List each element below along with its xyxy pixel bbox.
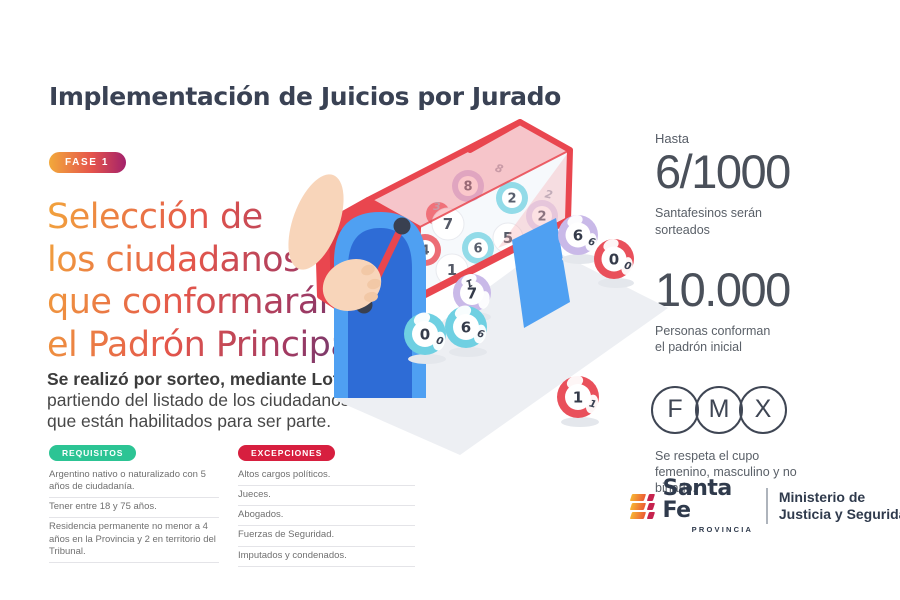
svg-text:6: 6 [587, 236, 597, 248]
svg-text:6: 6 [461, 319, 471, 337]
svg-text:1: 1 [464, 276, 474, 289]
ministry-name: Ministerio de Justicia y Seguridad [778, 489, 900, 522]
list-item: Argentino nativo o naturalizado con 5 añ… [49, 466, 219, 499]
stat-kicker: Hasta [655, 131, 689, 146]
list-item: Abogados. [238, 506, 415, 527]
cupo-circle-x: X [739, 385, 787, 434]
lottery-ball: 2 [496, 182, 528, 214]
svg-text:2: 2 [507, 192, 516, 207]
svg-text:0: 0 [435, 335, 445, 347]
stat-value: 10.000 [655, 262, 791, 316]
svg-text:0: 0 [420, 326, 430, 344]
lottery-drum-illustration: 8 2 2 7 4 [288, 119, 668, 455]
lottery-ball: 0 0 [594, 238, 634, 288]
lottery-ball: 6 6 [558, 214, 598, 264]
cupo-circles: F M X [651, 385, 825, 434]
requisitos-badge: REQUISITOS [49, 445, 137, 461]
stat-sorteados: Hasta 6/1000 Santafesinos serán sorteado… [655, 131, 825, 238]
svg-text:0: 0 [623, 260, 633, 272]
list-item: Imputados y condenados. [238, 547, 415, 567]
list-item: Jueces. [238, 486, 415, 507]
brand-subtitle: PROVINCIA [691, 525, 754, 534]
intro-line: que están habilitados para ser parte. [47, 411, 332, 431]
stat-caption: Personas conforman el padrón inicial [655, 324, 771, 355]
svg-text:2: 2 [537, 210, 546, 225]
hand [288, 174, 382, 311]
loose-balls: 6 6 0 0 7 1 [404, 214, 634, 427]
stat-caption: Santafesinos serán sorteados [655, 206, 763, 237]
page-title: Implementación de Juicios por Jurado [49, 82, 561, 111]
svg-text:6: 6 [573, 227, 583, 245]
lottery-ball: 6 6 [445, 305, 487, 357]
lottery-ball: 0 0 [404, 312, 446, 364]
cupo-circle-m: M [695, 385, 743, 434]
footer-brand: Santa Fe PROVINCIA Ministerio de Justici… [629, 476, 900, 535]
svg-text:7: 7 [467, 285, 477, 303]
brand-block: Santa Fe PROVINCIA [662, 476, 754, 535]
drum-shadow [335, 246, 668, 455]
phase-badge: FASE 1 [49, 152, 127, 173]
svg-text:7: 7 [443, 215, 453, 233]
svg-text:0: 0 [609, 251, 619, 269]
svg-text:6: 6 [473, 242, 482, 257]
svg-text:6: 6 [476, 328, 486, 340]
crank-hand [288, 174, 411, 314]
lottery-ball: 6 [462, 232, 494, 264]
svg-text:1: 1 [573, 389, 583, 407]
cupo-caption: Se respeta el cupo femenino, masculino y… [655, 448, 797, 496]
svg-text:5: 5 [503, 229, 513, 247]
requisitos-section: REQUISITOS Argentino nativo o naturaliza… [49, 443, 219, 563]
excepciones-badge: EXCEPCIONES [238, 445, 336, 461]
lottery-ball: 1 1 [557, 375, 599, 427]
stand-arch [334, 212, 426, 398]
list-item: Fuerzas de Seguridad. [238, 526, 415, 547]
cupo-section: F M X Se respeta el cupo femenino, mascu… [651, 385, 825, 497]
svg-text:1: 1 [447, 261, 457, 279]
stats-column: Hasta 6/1000 Santafesinos serán sorteado… [651, 131, 825, 497]
stat-padron: 10.000 Personas conforman el padrón inic… [655, 262, 825, 356]
brand-name: Santa Fe [662, 476, 733, 523]
excepciones-section: EXCEPCIONES Altos cargos políticos. Juec… [238, 443, 415, 567]
stat-value: 6/1000 [655, 145, 791, 198]
footer-divider [766, 488, 768, 524]
stand-leg [512, 218, 570, 328]
crank-hub [393, 217, 411, 235]
list-item: Altos cargos políticos. [238, 466, 415, 487]
svg-text:2: 2 [544, 187, 555, 201]
list-item: Residencia permanente no menor a 4 años … [49, 518, 219, 563]
santa-fe-logo-icon [629, 493, 655, 519]
list-item: Tener entre 18 y 75 años. [49, 498, 219, 519]
svg-text:1: 1 [588, 398, 598, 410]
